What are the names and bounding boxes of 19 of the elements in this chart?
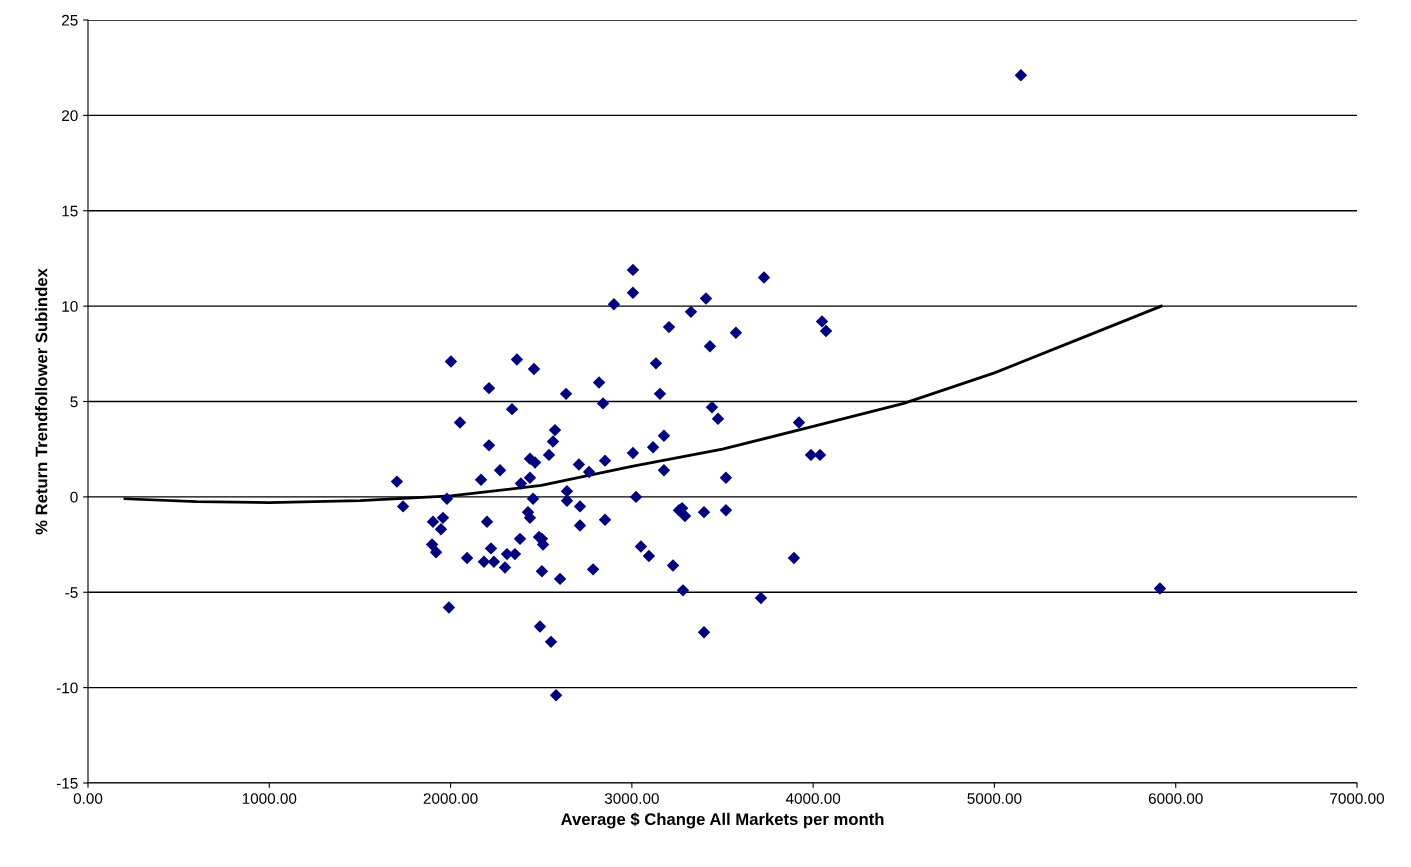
y-tick-label: 25 [62,14,78,26]
y-tick-label: 10 [62,300,78,312]
x-tick-label: 7000.00 [1330,793,1385,804]
y-tick-label: -5 [65,587,78,598]
x-tick-label: 0.00 [73,793,103,804]
x-tick-label: 6000.00 [1148,793,1203,804]
x-axis-title: Average $ Change All Markets per month [561,812,884,829]
x-tick-label: 4000.00 [785,793,841,804]
y-tick-label: -15 [56,778,78,789]
y-tick-label: 15 [62,205,78,217]
x-tick-label: 3000.00 [604,793,659,804]
y-tick-label: 20 [62,110,78,122]
x-tick-label: 2000.00 [423,793,478,804]
y-tick-label: 0 [70,491,78,503]
x-tick-label: 1000.00 [242,793,297,804]
y-axis-title: % Return Trendfollower Subindex [35,268,48,535]
y-tick-label: 5 [70,396,78,408]
x-tick-label: 5000.00 [967,793,1022,804]
y-tick-label: -10 [56,682,78,694]
